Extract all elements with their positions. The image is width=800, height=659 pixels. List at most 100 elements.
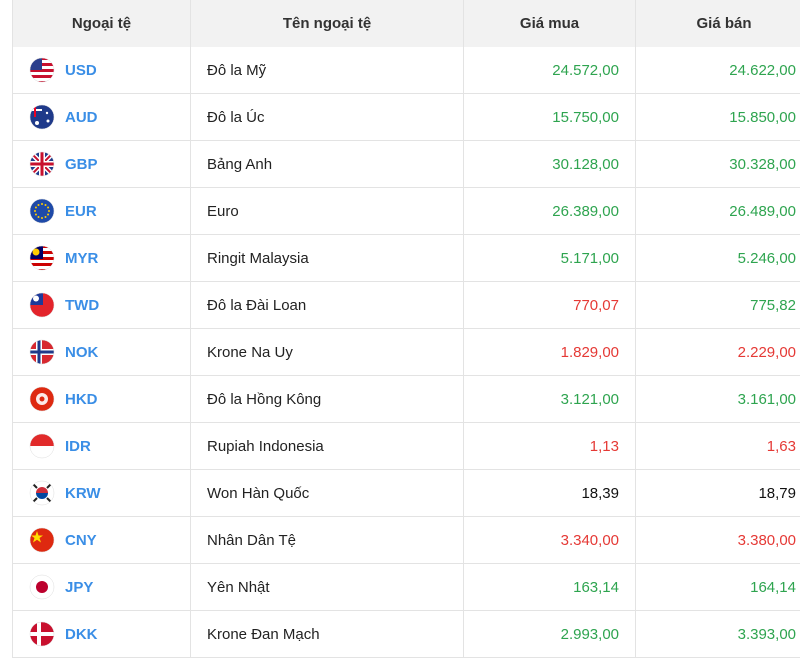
rate-row: JPY Yên Nhật 163,14 164,14 [12,563,800,611]
currency-cell: TWD [12,281,191,329]
currency-cell: USD [12,47,191,94]
rate-table-container: Ngoại tệ Tên ngoại tệ Giá mua Giá bán US… [12,0,800,659]
currency-code-wrap: USD [13,57,190,83]
flag-icon [29,433,55,459]
flag-icon [29,292,55,318]
table-body: USD Đô la Mỹ 24.572,00 24.622,00 AUD Đô la Úc… [12,47,800,658]
currency-code-wrap: HKD [13,386,190,412]
currency-cell: GBP [12,140,191,188]
sell-price: 775,82 [635,281,800,329]
currency-cell: EUR [12,187,191,235]
buy-price: 3.121,00 [463,375,636,423]
sell-price: 2.229,00 [635,328,800,376]
rate-row: USD Đô la Mỹ 24.572,00 24.622,00 [12,47,800,94]
rate-row: HKD Đô la Hồng Kông 3.121,00 3.161,00 [12,375,800,423]
flag-icon [29,480,55,506]
currency-name: Won Hàn Quốc [190,469,464,517]
rate-row: CNY Nhân Dân Tệ 3.340,00 3.380,00 [12,516,800,564]
currency-code-wrap: GBP [13,151,190,177]
currency-code-wrap: AUD [13,104,190,130]
currency-name: Yên Nhật [190,563,464,611]
buy-price: 2.993,00 [463,610,636,658]
currency-cell: KRW [12,469,191,517]
currency-code-wrap: DKK [13,621,190,647]
currency-code: JPY [65,578,94,596]
sell-price: 26.489,00 [635,187,800,235]
flag-icon [29,386,55,412]
header-cell: Giá mua [463,0,636,47]
currency-name: Bảng Anh [190,140,464,188]
currency-name: Euro [190,187,464,235]
currency-code-wrap: JPY [13,574,190,600]
flag-icon [29,151,55,177]
rate-row: NOK Krone Na Uy 1.829,00 2.229,00 [12,328,800,376]
sell-price: 24.622,00 [635,47,800,94]
sell-price: 3.380,00 [635,516,800,564]
rate-table: Ngoại tệ Tên ngoại tệ Giá mua Giá bán US… [12,0,800,658]
currency-code: IDR [65,437,91,455]
header-cell: Tên ngoại tệ [190,0,464,47]
currency-cell: NOK [12,328,191,376]
sell-price: 164,14 [635,563,800,611]
flag-icon [29,245,55,271]
currency-code: AUD [65,108,98,126]
currency-code-wrap: KRW [13,480,190,506]
rate-row: MYR Ringit Malaysia 5.171,00 5.246,00 [12,234,800,282]
rate-row: AUD Đô la Úc 15.750,00 15.850,00 [12,93,800,141]
sell-price: 15.850,00 [635,93,800,141]
buy-price: 770,07 [463,281,636,329]
buy-price: 5.171,00 [463,234,636,282]
currency-name: Krone Na Uy [190,328,464,376]
currency-code: NOK [65,343,99,361]
sell-price: 1,63 [635,422,800,470]
sell-price: 3.161,00 [635,375,800,423]
buy-price: 30.128,00 [463,140,636,188]
currency-code-wrap: MYR [13,245,190,271]
currency-code: DKK [65,625,98,643]
buy-price: 24.572,00 [463,47,636,94]
header-row: Ngoại tệ Tên ngoại tệ Giá mua Giá bán [12,0,800,47]
rate-row: GBP Bảng Anh 30.128,00 30.328,00 [12,140,800,188]
flag-icon [29,198,55,224]
currency-name: Đô la Úc [190,93,464,141]
currency-code-wrap: IDR [13,433,190,459]
buy-price: 1.829,00 [463,328,636,376]
currency-name: Đô la Mỹ [190,47,464,94]
currency-code-wrap: NOK [13,339,190,365]
currency-name: Đô la Đài Loan [190,281,464,329]
currency-code-wrap: TWD [13,292,190,318]
buy-price: 1,13 [463,422,636,470]
currency-code: CNY [65,531,97,549]
header-cell: Giá bán [635,0,800,47]
flag-icon [29,574,55,600]
rate-row: TWD Đô la Đài Loan 770,07 775,82 [12,281,800,329]
flag-icon [29,57,55,83]
buy-price: 163,14 [463,563,636,611]
currency-cell: AUD [12,93,191,141]
currency-cell: CNY [12,516,191,564]
currency-code: TWD [65,296,100,314]
rate-row: KRW Won Hàn Quốc 18,39 18,79 [12,469,800,517]
sell-price: 30.328,00 [635,140,800,188]
buy-price: 26.389,00 [463,187,636,235]
buy-price: 18,39 [463,469,636,517]
sell-price: 5.246,00 [635,234,800,282]
flag-icon [29,339,55,365]
currency-cell: DKK [12,610,191,658]
currency-code: GBP [65,155,98,173]
rate-row: EUR Euro 26.389,00 26.489,00 [12,187,800,235]
currency-code: EUR [65,202,97,220]
currency-code: USD [65,61,97,79]
currency-code: MYR [65,249,99,267]
buy-price: 15.750,00 [463,93,636,141]
currency-cell: MYR [12,234,191,282]
rate-row: DKK Krone Đan Mạch 2.993,00 3.393,00 [12,610,800,658]
buy-price: 3.340,00 [463,516,636,564]
flag-icon [29,104,55,130]
currency-cell: IDR [12,422,191,470]
header-cell: Ngoại tệ [12,0,191,47]
currency-name: Ringit Malaysia [190,234,464,282]
sell-price: 3.393,00 [635,610,800,658]
currency-code-wrap: CNY [13,527,190,553]
